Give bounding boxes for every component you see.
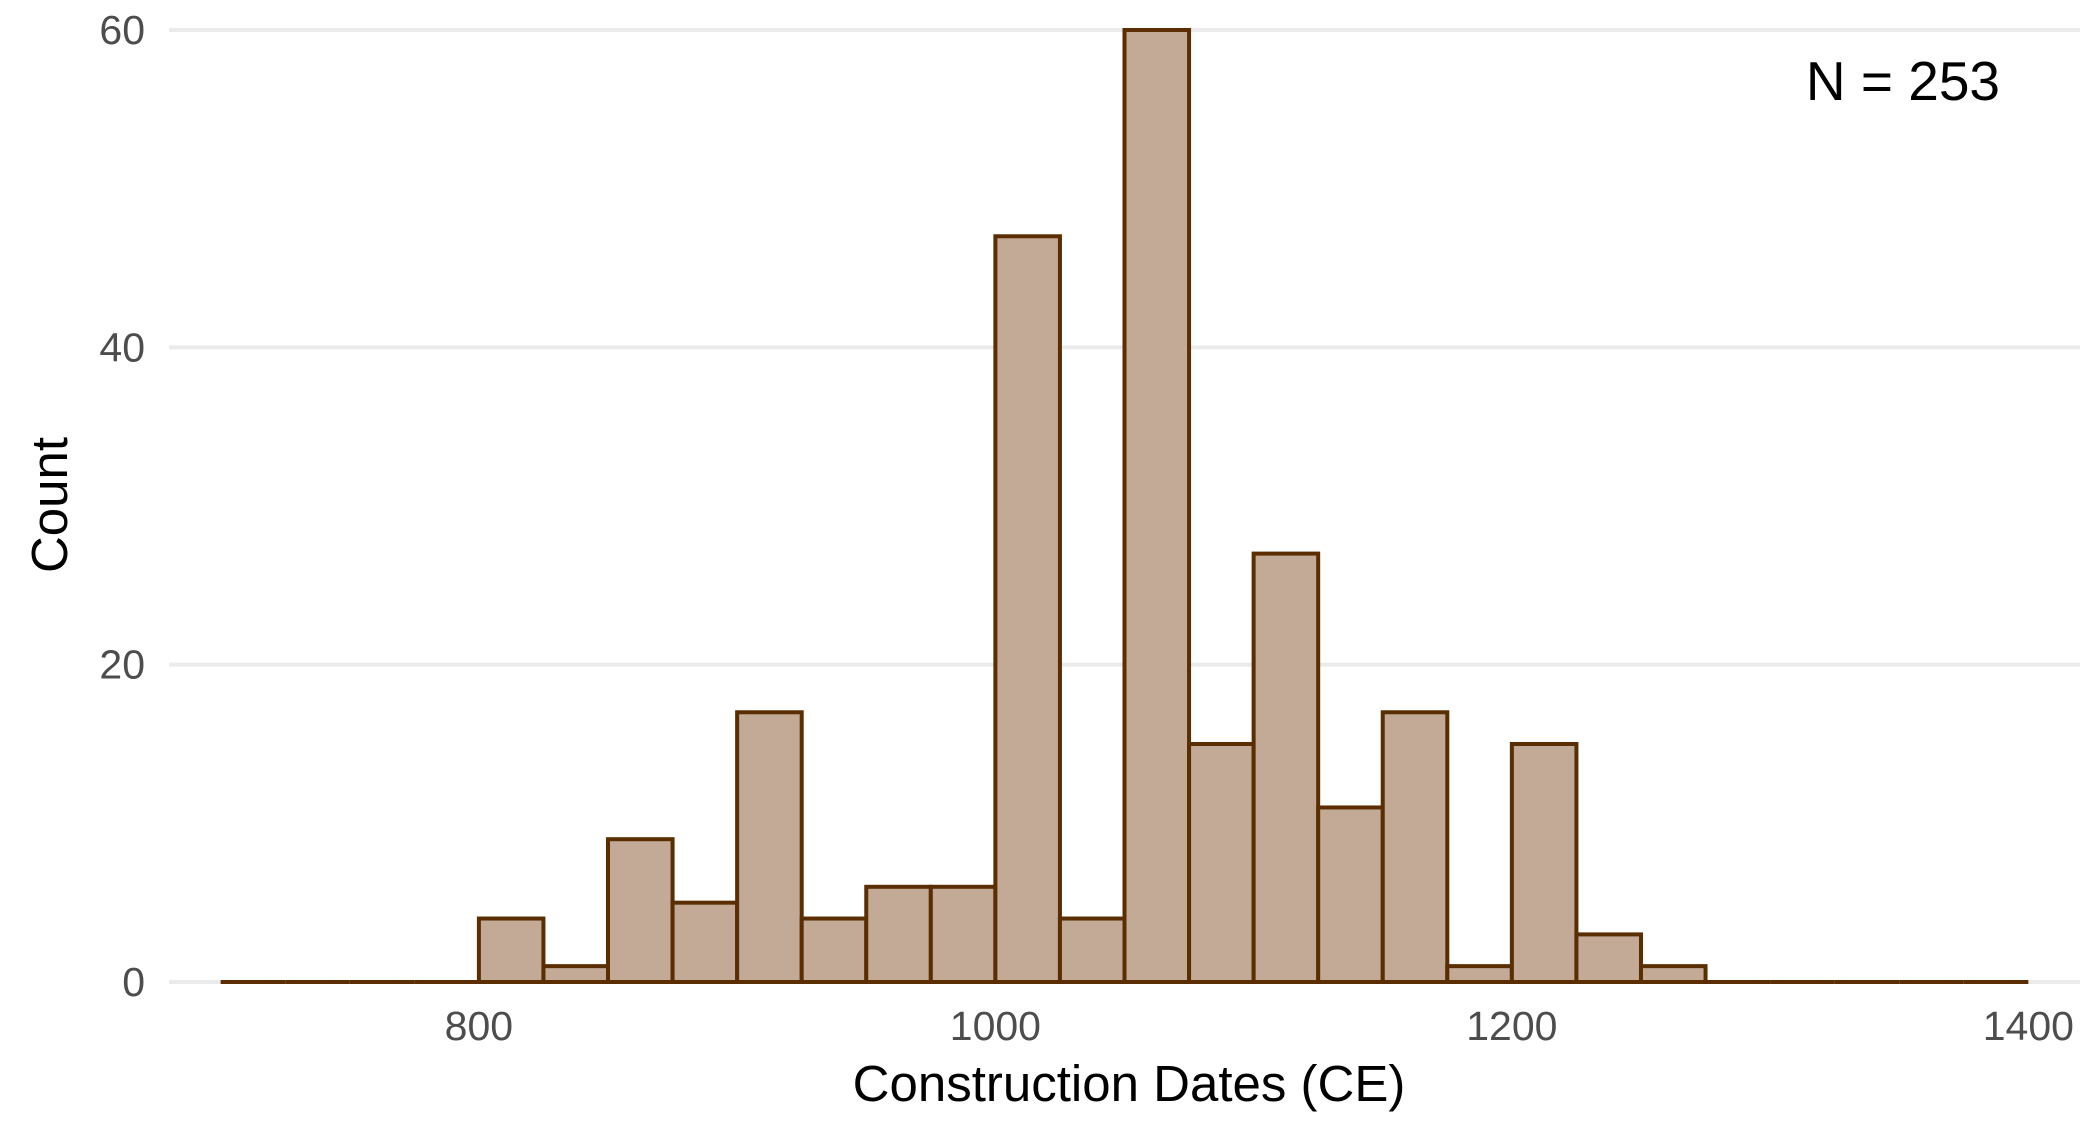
y-axis-title: Count (21, 437, 78, 573)
bar-975 (928, 884, 998, 984)
bar-950 (864, 884, 933, 984)
bar-825 (541, 964, 611, 985)
bar-850 (606, 837, 675, 985)
bar-1100 (1251, 551, 1321, 984)
bar-900 (735, 710, 804, 984)
y-tick-label-20: 20 (99, 642, 145, 688)
x-tick-label-1200: 1200 (1466, 1003, 1557, 1049)
bar-1175 (1445, 964, 1514, 985)
y-tick-label-0: 0 (122, 959, 145, 1005)
bar-1200 (1509, 742, 1579, 984)
bar-1075 (1187, 742, 1256, 984)
y-tick-label-60: 60 (99, 7, 145, 53)
bar-1125 (1316, 805, 1385, 985)
bar-925 (799, 916, 869, 984)
bar-1050 (1122, 28, 1192, 984)
x-tick-label-800: 800 (445, 1003, 513, 1049)
axis-ticks: 800 1000 1200 1400 0 20 40 60 (99, 7, 2074, 1049)
x-tick-label-1000: 1000 (950, 1003, 1041, 1049)
bar-800 (476, 916, 546, 984)
bar-875 (670, 900, 740, 985)
x-axis-title: Construction Dates (CE) (853, 1055, 1406, 1112)
bar-1225 (1574, 932, 1643, 985)
bar-1025 (1057, 916, 1127, 984)
sample-size-annotation: N = 253 (1806, 50, 2000, 112)
histogram-bars (220, 28, 2029, 985)
bar-1000 (993, 234, 1062, 984)
x-tick-label-1400: 1400 (1983, 1003, 2074, 1049)
y-tick-label-40: 40 (99, 324, 145, 370)
bar-1150 (1380, 710, 1450, 984)
bar-1250 (1638, 964, 1708, 985)
